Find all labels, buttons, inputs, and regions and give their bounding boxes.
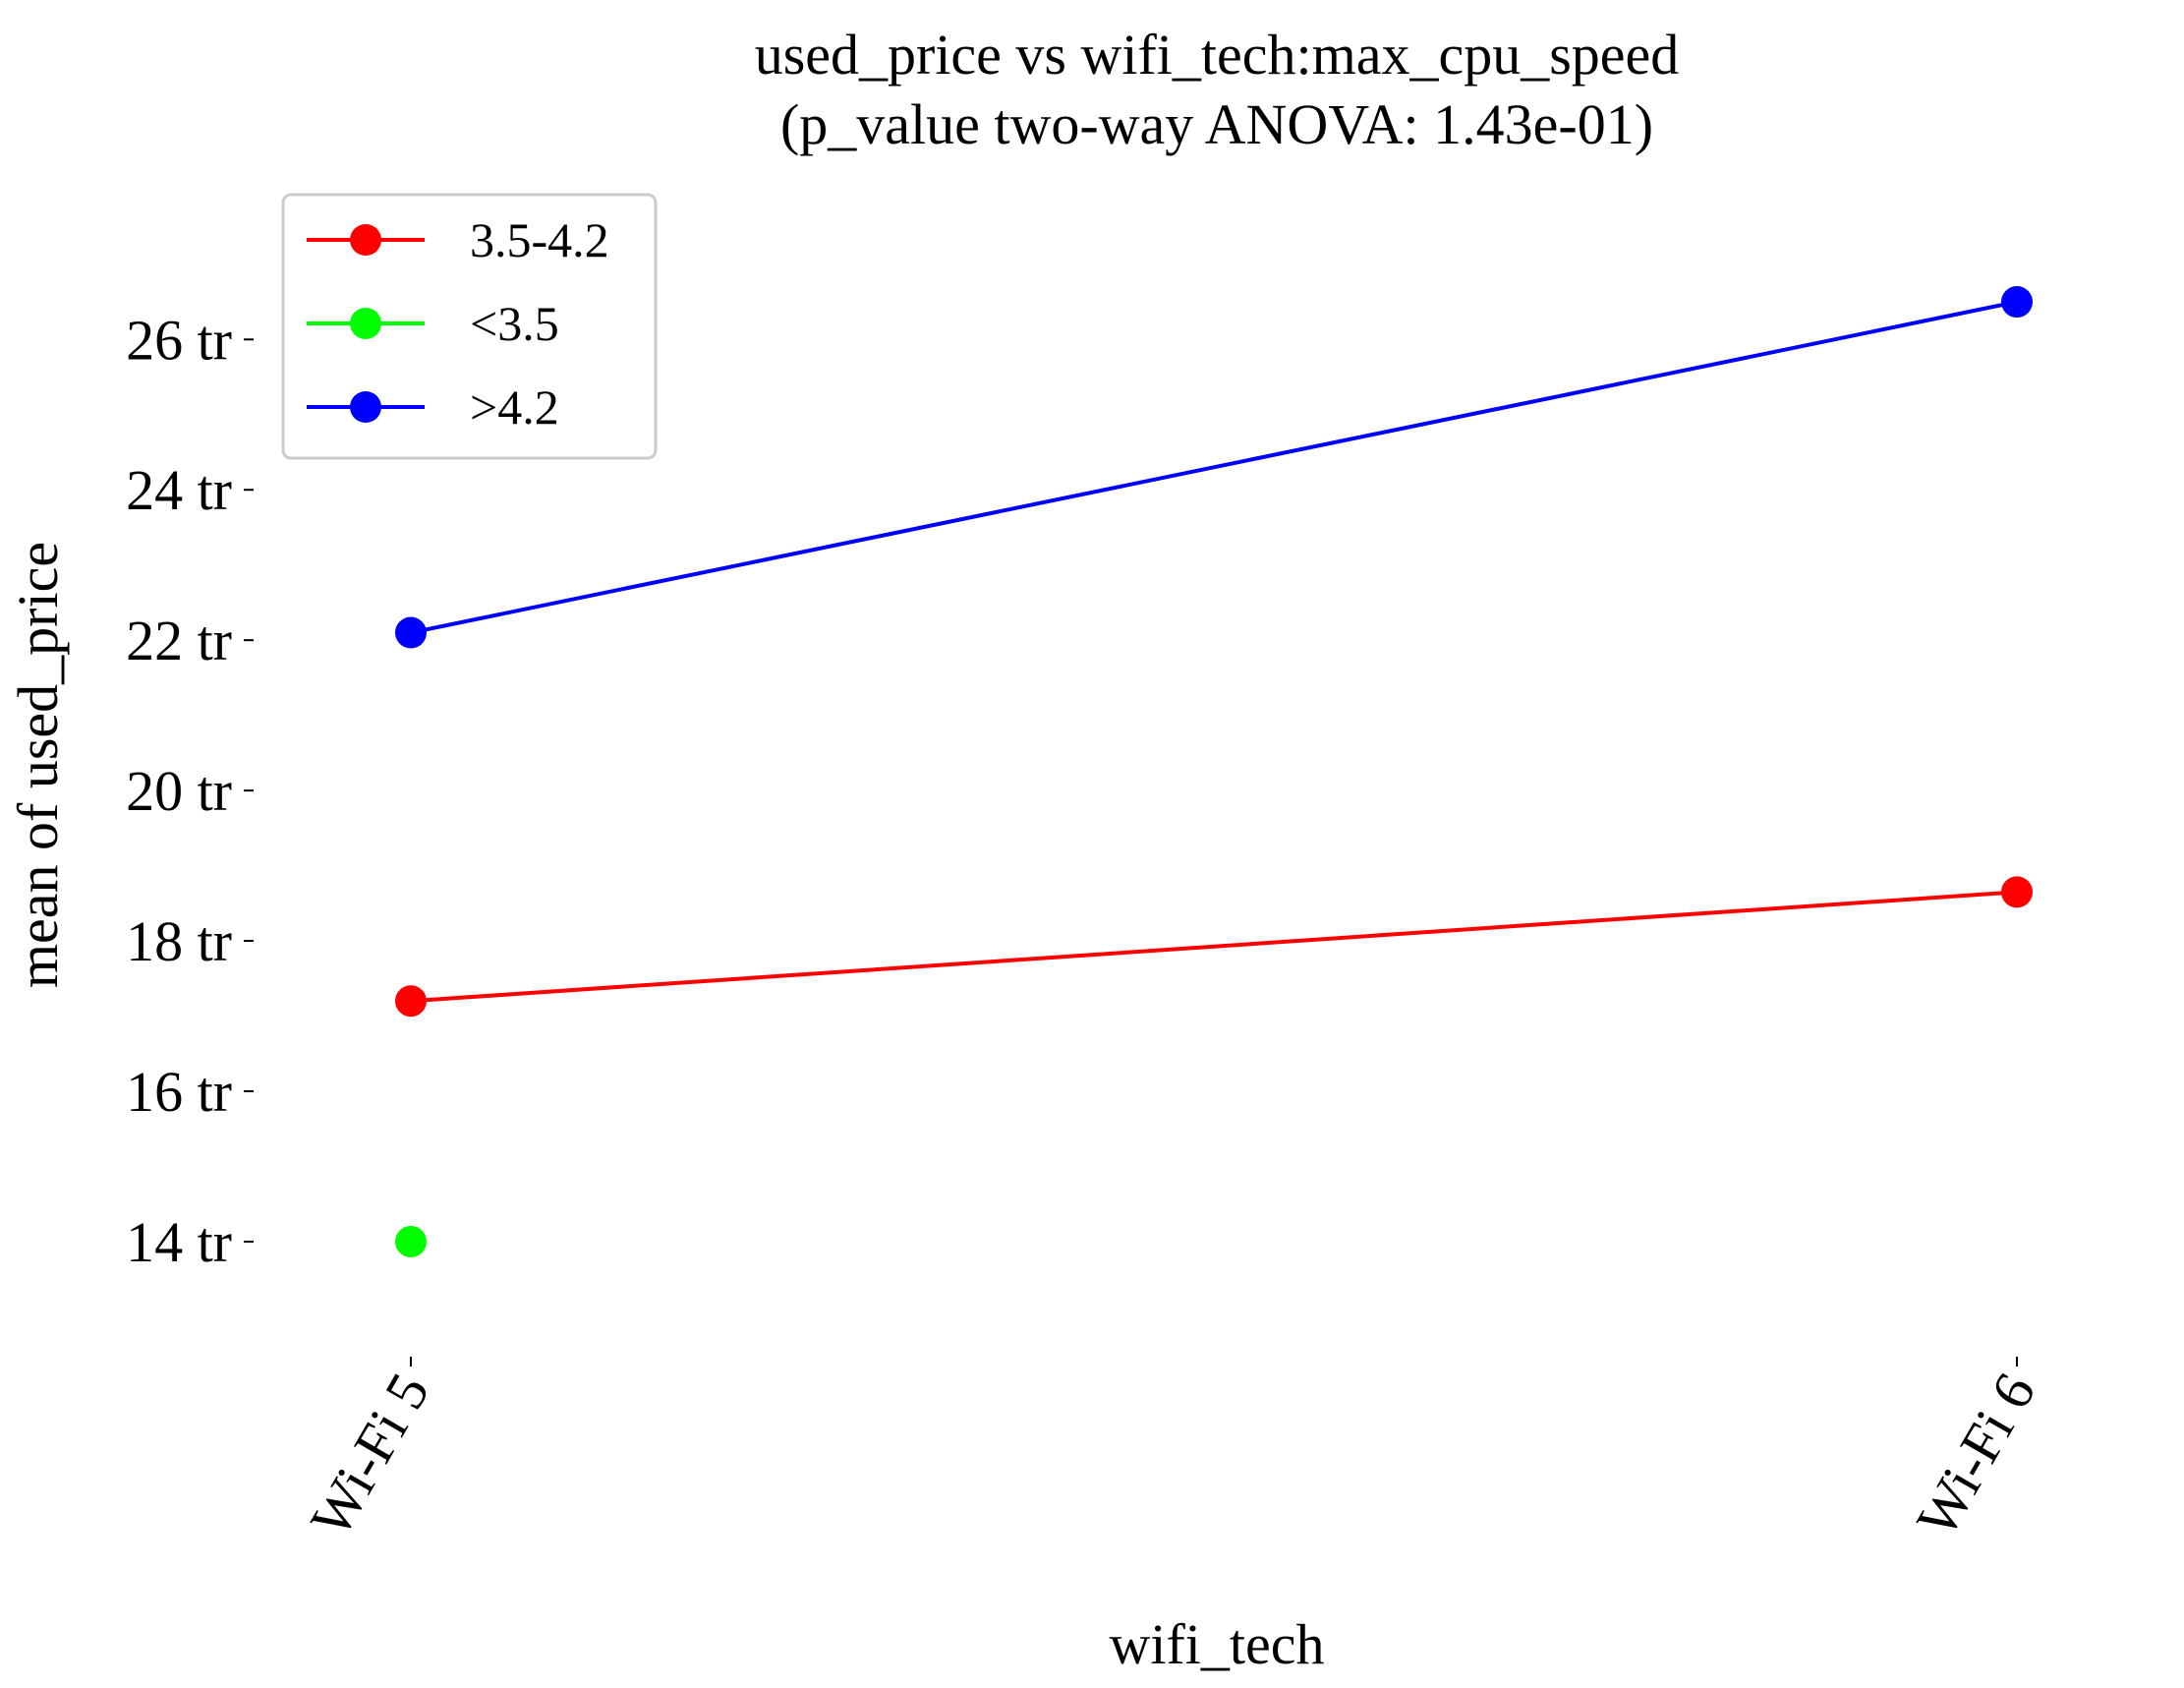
legend-swatch-marker xyxy=(350,224,381,256)
y-tick-label: 14 tr xyxy=(126,1210,232,1274)
x-axis-label: wifi_tech xyxy=(1109,1612,1324,1676)
series-layer xyxy=(395,286,2033,1257)
series-2-line xyxy=(410,300,2018,635)
series-2-point xyxy=(395,616,427,649)
y-axis-label: mean of used_price xyxy=(6,542,70,988)
x-tick-label: Wi-Fi 6 xyxy=(1904,1363,2047,1547)
series-0-line xyxy=(410,890,2018,1004)
y-axis-ticks: 14 tr 16 tr 18 tr 20 tr 22 tr 24 tr 26 tr xyxy=(126,308,254,1274)
y-tick-label: 22 tr xyxy=(126,609,232,672)
series-1-point xyxy=(395,1225,427,1257)
series-2-point xyxy=(2001,286,2033,319)
legend: 3.5-4.2 <3.5 >4.2 xyxy=(281,193,658,460)
series-0-point xyxy=(395,985,427,1018)
x-axis-ticks: Wi-Fi 5 Wi-Fi 6 xyxy=(298,1357,2047,1547)
legend-frame xyxy=(281,193,658,460)
y-tick-label: 26 tr xyxy=(126,308,232,372)
legend-swatch-marker xyxy=(350,308,381,339)
chart-subtitle: (p_value two-way ANOVA: 1.43e-01) xyxy=(780,92,1653,156)
y-tick-label: 18 tr xyxy=(126,909,232,973)
y-tick-label: 20 tr xyxy=(126,759,232,823)
chart-title: used_price vs wifi_tech:max_cpu_speed xyxy=(755,23,1680,87)
legend-label: 3.5-4.2 xyxy=(470,212,609,267)
x-tick-label: Wi-Fi 5 xyxy=(298,1363,441,1547)
legend-swatch-marker xyxy=(350,391,381,423)
series-0-point xyxy=(2001,876,2033,908)
legend-label: >4.2 xyxy=(470,379,559,435)
y-tick-label: 16 tr xyxy=(126,1060,232,1124)
legend-label: <3.5 xyxy=(470,296,559,351)
y-tick-label: 24 tr xyxy=(126,458,232,522)
